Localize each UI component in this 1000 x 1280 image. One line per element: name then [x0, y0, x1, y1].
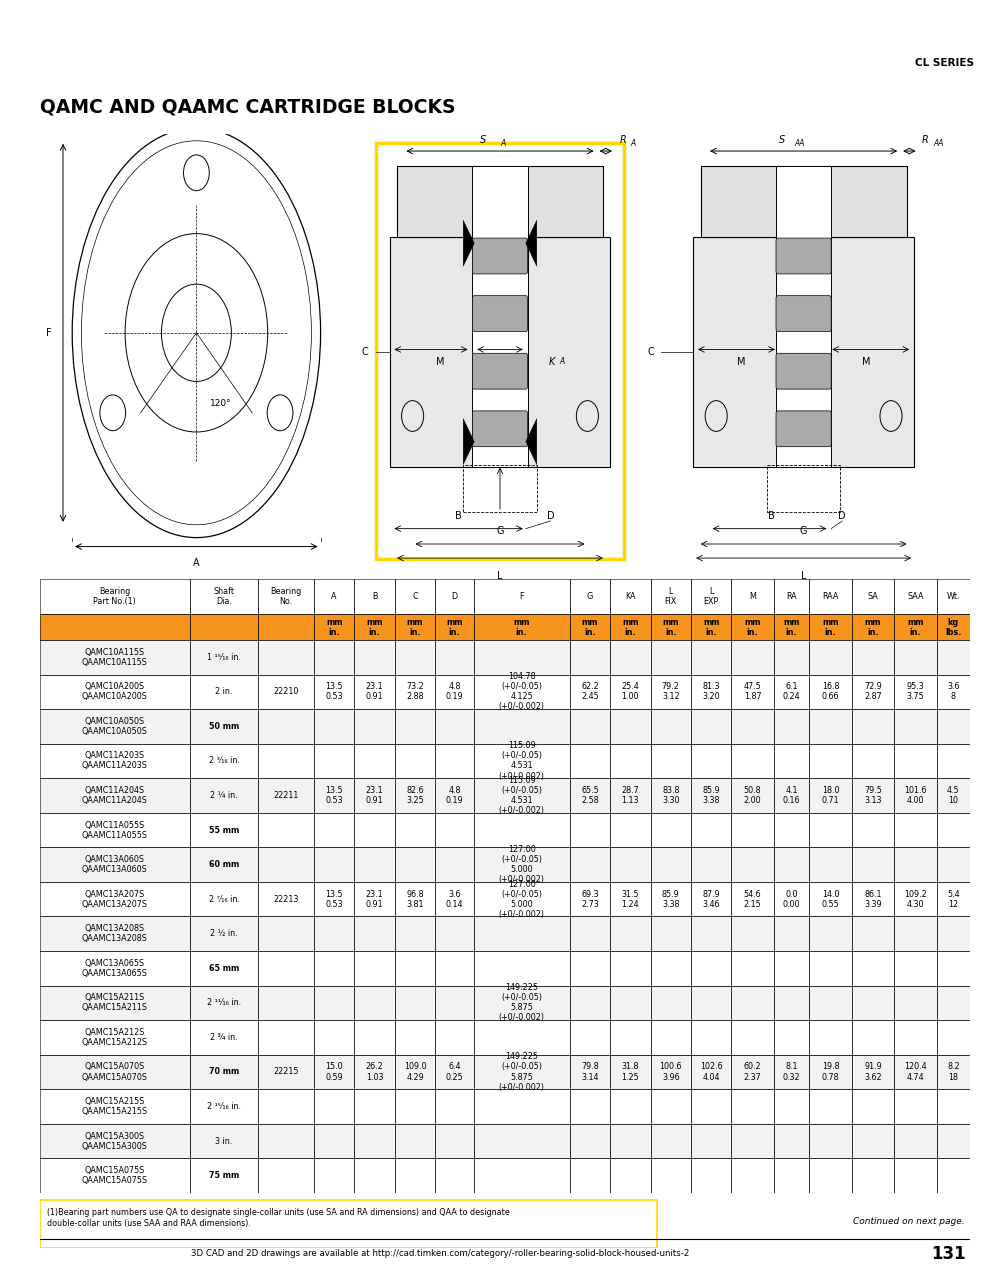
FancyBboxPatch shape: [472, 353, 528, 389]
Text: L: L: [801, 571, 806, 581]
Bar: [809, 1020, 852, 1055]
Bar: [774, 640, 809, 675]
Bar: [435, 1055, 474, 1089]
Text: 55 mm: 55 mm: [209, 826, 239, 835]
Text: 2 ³⁄₁₆ in.: 2 ³⁄₁₆ in.: [209, 756, 239, 765]
Bar: [937, 986, 970, 1020]
Bar: [852, 847, 894, 882]
Bar: [395, 1020, 435, 1055]
Bar: [809, 986, 852, 1020]
FancyBboxPatch shape: [776, 411, 831, 447]
Bar: [894, 744, 937, 778]
Bar: [190, 882, 258, 916]
Bar: [937, 709, 970, 744]
Text: 18.0
0.71: 18.0 0.71: [822, 786, 839, 805]
Text: 83.8
3.30: 83.8 3.30: [662, 786, 680, 805]
Text: 13.5
0.53: 13.5 0.53: [325, 682, 343, 701]
Text: C: C: [412, 591, 418, 602]
Bar: [894, 1020, 937, 1055]
Bar: [852, 709, 894, 744]
Text: 82.6
3.25: 82.6 3.25: [406, 786, 424, 805]
Bar: [774, 579, 809, 614]
Text: M: M: [862, 357, 870, 367]
Text: 131: 131: [931, 1245, 965, 1263]
Bar: [651, 847, 691, 882]
Bar: [474, 1124, 570, 1158]
Bar: [474, 709, 570, 744]
Bar: [395, 675, 435, 709]
Text: 115.09
(+0/-0.05)
4.531
(+0/-0.002): 115.09 (+0/-0.05) 4.531 (+0/-0.002): [499, 741, 545, 781]
Text: 65 mm: 65 mm: [209, 964, 239, 973]
Text: 86.1
3.39: 86.1 3.39: [864, 890, 882, 909]
Bar: [314, 675, 354, 709]
Text: C: C: [362, 347, 368, 357]
Text: mm
in.: mm in.: [326, 618, 342, 636]
Text: 120.4
4.74: 120.4 4.74: [904, 1062, 927, 1082]
Text: QAMC10A050S
QAAMC10A050S: QAMC10A050S QAAMC10A050S: [82, 717, 148, 736]
Bar: [610, 916, 651, 951]
Bar: [774, 744, 809, 778]
Bar: [894, 813, 937, 847]
Text: 100.6
3.96: 100.6 3.96: [660, 1062, 682, 1082]
Bar: [354, 986, 395, 1020]
Text: A: A: [193, 558, 200, 568]
Bar: [435, 1089, 474, 1124]
Bar: [472, 166, 528, 467]
Bar: [651, 1089, 691, 1124]
Text: 2 ¾ in.: 2 ¾ in.: [210, 1033, 238, 1042]
Text: QAMC15A212S
QAAMC15A212S: QAMC15A212S QAAMC15A212S: [82, 1028, 148, 1047]
Bar: [731, 916, 774, 951]
Text: QAMC10A200S
QAAMC10A200S: QAMC10A200S QAAMC10A200S: [82, 682, 148, 701]
Bar: [354, 1055, 395, 1089]
Text: 65.5
2.58: 65.5 2.58: [581, 786, 599, 805]
Bar: [435, 579, 474, 614]
Bar: [610, 951, 651, 986]
Bar: [354, 813, 395, 847]
Bar: [651, 744, 691, 778]
Text: PRODUCT DATA TABLES: PRODUCT DATA TABLES: [818, 20, 974, 33]
Bar: [314, 614, 354, 640]
Bar: [190, 579, 258, 614]
Text: QAMC15A300S
QAAMC15A300S: QAMC15A300S QAAMC15A300S: [82, 1132, 148, 1151]
Bar: [610, 882, 651, 916]
Bar: [610, 986, 651, 1020]
Bar: [852, 916, 894, 951]
Bar: [852, 675, 894, 709]
Bar: [474, 813, 570, 847]
Bar: [610, 1020, 651, 1055]
Bar: [258, 916, 314, 951]
Bar: [40, 1124, 190, 1158]
Text: 31.8
1.25: 31.8 1.25: [621, 1062, 639, 1082]
Bar: [691, 1089, 731, 1124]
Bar: [809, 1158, 852, 1193]
Bar: [691, 1055, 731, 1089]
Text: 3.6
8: 3.6 8: [947, 682, 960, 701]
Bar: [570, 744, 610, 778]
Bar: [691, 675, 731, 709]
Text: L
EXP: L EXP: [704, 588, 719, 605]
Bar: [474, 916, 570, 951]
Bar: [258, 640, 314, 675]
Bar: [894, 1055, 937, 1089]
Text: 6.4
0.25: 6.4 0.25: [446, 1062, 463, 1082]
Bar: [395, 813, 435, 847]
Bar: [395, 847, 435, 882]
Bar: [190, 986, 258, 1020]
Bar: [937, 847, 970, 882]
Bar: [610, 847, 651, 882]
Bar: [894, 709, 937, 744]
Bar: [474, 1055, 570, 1089]
Bar: [610, 579, 651, 614]
Bar: [701, 166, 907, 237]
Text: QAA Double-Collar Unit: QAA Double-Collar Unit: [731, 580, 876, 590]
Bar: [258, 951, 314, 986]
Bar: [774, 1158, 809, 1193]
Bar: [809, 813, 852, 847]
Bar: [376, 143, 624, 559]
Bar: [651, 916, 691, 951]
Bar: [570, 986, 610, 1020]
Bar: [314, 813, 354, 847]
Text: 85.9
3.38: 85.9 3.38: [702, 786, 720, 805]
Text: 2 ⁷⁄₁₆ in.: 2 ⁷⁄₁₆ in.: [209, 895, 239, 904]
Text: SAA: SAA: [907, 591, 924, 602]
